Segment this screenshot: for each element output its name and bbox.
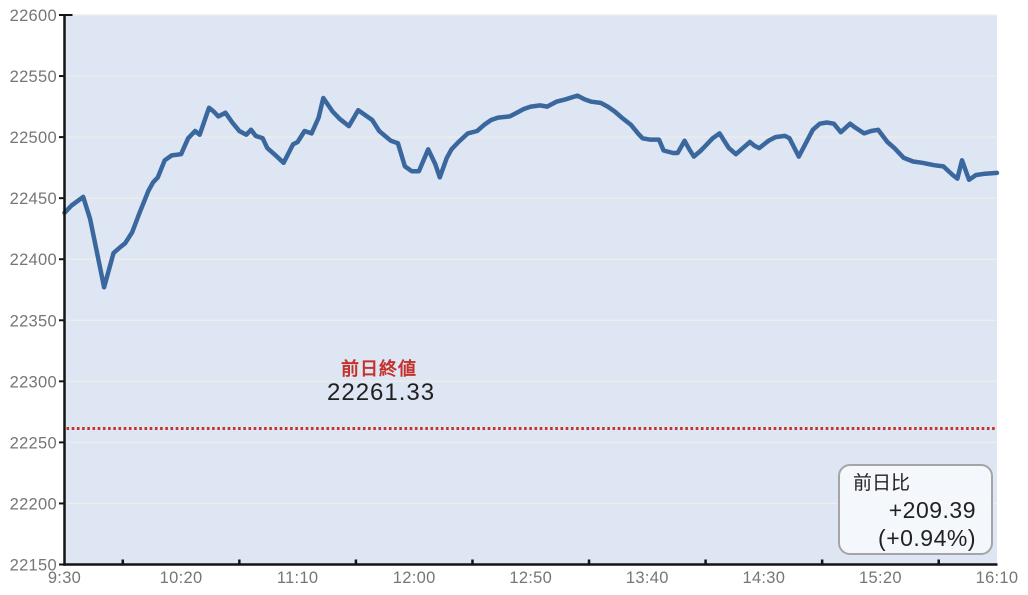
prev-close-label: 前日終値	[341, 359, 417, 379]
change-box-title: 前日比	[853, 473, 911, 494]
x-axis-label: 12:00	[393, 569, 436, 587]
y-axis-label: 22300	[10, 373, 57, 391]
prev-close-value: 22261.33	[327, 379, 436, 406]
price-line-series	[62, 93, 1000, 290]
x-axis-label: 12:50	[509, 569, 552, 587]
y-axis-label: 22500	[10, 129, 57, 147]
x-axis-label: 16:10	[976, 569, 1019, 587]
y-axis-label: 22150	[10, 557, 57, 575]
y-axis-label: 22350	[10, 312, 57, 330]
x-axis-label: 14:30	[742, 569, 785, 587]
y-axis-label: 22200	[10, 495, 57, 513]
y-axis-label: 22400	[10, 251, 57, 269]
x-axis-label: 13:40	[626, 569, 669, 587]
change-box-percent: (+0.94%)	[878, 525, 976, 551]
y-axis-label: 22450	[10, 190, 57, 208]
change-vs-prev-day-box: 前日比 +209.39 (+0.94%)	[838, 464, 993, 555]
y-axis-label: 22600	[10, 7, 57, 25]
change-box-points: +209.39	[888, 497, 976, 523]
y-axis-label: 22250	[10, 434, 57, 452]
x-axis-label: 11:10	[277, 569, 319, 587]
x-axis-label: 15:20	[859, 569, 902, 587]
x-axis-label: 9:30	[48, 569, 81, 587]
y-axis-label: 22550	[10, 68, 57, 86]
x-axis-label: 10:20	[160, 569, 203, 587]
